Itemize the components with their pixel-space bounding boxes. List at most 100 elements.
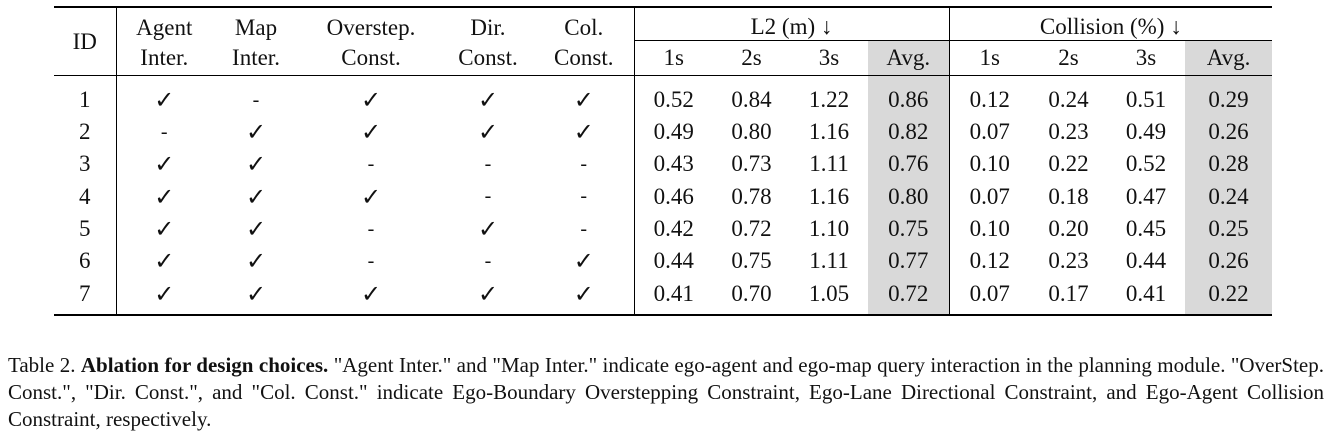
- cell-agent-inter: ✓: [115, 75, 212, 116]
- cell-map-inter: ✓: [245, 182, 267, 211]
- cell-collision-avg: 0.26: [1185, 245, 1273, 278]
- cell-dir-const: -: [484, 249, 492, 272]
- cell-dir-const: -: [484, 185, 492, 208]
- cell-l2-2s: 0.80: [731, 119, 772, 145]
- cell-collision-3s: 0.52: [1125, 151, 1167, 177]
- cell-l2-avg: 0.80: [868, 180, 950, 213]
- cell-col-const: ✓: [573, 247, 594, 276]
- header-id: ID: [54, 6, 116, 76]
- caption-label: Table 2.: [8, 353, 76, 377]
- cell-map-inter: ✓: [245, 150, 267, 179]
- cell-collision-avg: 0.24: [1185, 180, 1273, 213]
- cell-l2-avg: 0.86: [868, 75, 950, 116]
- header-dir-line2: Const.: [458, 44, 518, 70]
- header-overstep-line1: Overstep.: [300, 6, 442, 41]
- cell-col-const: -: [580, 185, 588, 208]
- header-l2-group: L2 (m) ↓: [633, 6, 950, 41]
- cell-col-const: ✓: [534, 277, 634, 316]
- cell-collision-1s: 0.12: [948, 75, 1031, 116]
- cell-collision-avg: 0.22: [1185, 277, 1273, 316]
- header-map-inter-line1: Map: [212, 6, 300, 41]
- table-row: 1 ✓ - ✓ ✓ ✓ 0.52 0.84 1.22 0.86 0.12 0.24 0.51 0.29: [54, 75, 1273, 116]
- cell-l2-1s: 0.43: [633, 148, 713, 181]
- cell-id: 1: [54, 75, 116, 116]
- cell-overstep-const: -: [367, 217, 375, 240]
- header-collision-1s: 1s: [948, 40, 1031, 76]
- header-dir-line1: Dir.: [442, 6, 534, 41]
- cell-l2-3s: 1.05: [790, 277, 868, 316]
- caption-text: "Agent Inter." and "Map Inter." indicate…: [8, 353, 1325, 431]
- cell-overstep-const: ✓: [300, 277, 442, 316]
- cell-dir-const: ✓: [477, 215, 499, 244]
- cell-l2-2s: 0.72: [731, 216, 772, 242]
- cell-agent-inter: ✓: [115, 277, 212, 316]
- cell-collision-3s: 0.45: [1125, 216, 1167, 242]
- header-l2-2s: 2s: [741, 45, 762, 70]
- cell-collision-avg: 0.29: [1185, 75, 1273, 116]
- cell-l2-2s: 0.73: [731, 151, 772, 177]
- cell-collision-2s: 0.20: [1048, 216, 1089, 242]
- cell-map-inter: ✓: [212, 277, 300, 316]
- cell-l2-2s: 0.78: [731, 183, 772, 209]
- header-overstep-line2: Const.: [341, 44, 401, 70]
- cell-col-const: ✓: [573, 118, 594, 147]
- cell-agent-inter: ✓: [115, 245, 212, 278]
- table-row: 5 ✓ ✓ - ✓ - 0.42 0.72 1.10 0.75 0.10 0.20 0.45 0.25: [54, 212, 1273, 246]
- cell-l2-3s: 1.11: [809, 248, 849, 274]
- cell-l2-1s: 0.41: [633, 277, 713, 316]
- cell-map-inter: ✓: [245, 118, 267, 147]
- cell-overstep-const: ✓: [360, 118, 382, 147]
- cell-overstep-const: ✓: [360, 182, 382, 211]
- cell-l2-3s: 1.11: [809, 151, 849, 177]
- cell-dir-const: ✓: [442, 277, 534, 316]
- header-agent-inter-line2: Inter.: [115, 40, 212, 76]
- table-row: 7 ✓ ✓ ✓ ✓ ✓ 0.41 0.70 1.05 0.72 0.07 0.17 0.41 0.22: [54, 277, 1273, 316]
- cell-agent-inter: ✓: [115, 212, 212, 246]
- table-body: 1 ✓ - ✓ ✓ ✓ 0.52 0.84 1.22 0.86 0.12 0.24 0.51 0.29 2-…: [54, 75, 1273, 316]
- header-collision-2s: 2s: [1058, 45, 1079, 70]
- cell-l2-1s: 0.44: [633, 245, 713, 278]
- header-l2-1s: 1s: [633, 40, 713, 76]
- cell-collision-2s: 0.23: [1048, 119, 1089, 145]
- cell-collision-1s: 0.10: [948, 148, 1031, 181]
- cell-dir-const: -: [484, 152, 492, 175]
- cell-collision-3s: 0.41: [1107, 277, 1186, 316]
- cell-collision-2s: 0.23: [1048, 248, 1089, 274]
- cell-id: 2: [79, 119, 91, 145]
- header-collision-avg: Avg.: [1185, 40, 1273, 76]
- table-row: 2- ✓ ✓ ✓ ✓ 0.49 0.80 1.16 0.82 0.07 0.23 0.49 0.26: [54, 116, 1273, 149]
- cell-l2-2s: 0.75: [731, 248, 772, 274]
- cell-id: 7: [54, 277, 116, 316]
- cell-collision-avg: 0.28: [1185, 148, 1273, 181]
- cell-agent-inter: -: [115, 116, 212, 149]
- header-agent-inter-line1: Agent: [115, 6, 212, 41]
- cell-id: 4: [79, 183, 91, 209]
- cell-collision-1s: 0.12: [948, 245, 1031, 278]
- cell-l2-avg: 0.77: [868, 245, 950, 278]
- cell-collision-2s: 0.22: [1048, 151, 1089, 177]
- header-l2-avg: Avg.: [868, 40, 950, 76]
- cell-l2-avg: 0.75: [868, 212, 950, 246]
- cell-collision-3s: 0.51: [1107, 75, 1186, 116]
- cell-collision-1s: 0.07: [948, 180, 1031, 213]
- caption-title: Ablation for design choices.: [80, 353, 329, 377]
- ablation-table-container: ID Agent Map Overstep. Dir. Col. L2 (m) …: [54, 6, 1273, 316]
- cell-l2-3s: 1.22: [790, 75, 868, 116]
- cell-l2-avg: 0.72: [868, 277, 950, 316]
- cell-agent-inter: ✓: [115, 180, 212, 213]
- cell-map-inter: ✓: [245, 247, 267, 276]
- header-l2-3s: 3s: [818, 45, 840, 70]
- header-row-1: ID Agent Map Overstep. Dir. Col. L2 (m) …: [54, 6, 1273, 76]
- table-row: 6 ✓ ✓ - - ✓ 0.44 0.75 1.11 0.77 0.12 0.23 0.44 0.26: [54, 245, 1273, 278]
- cell-collision-2s: 0.18: [1048, 183, 1089, 209]
- cell-collision-2s: 0.17: [1030, 277, 1108, 316]
- ablation-table: ID Agent Map Overstep. Dir. Col. L2 (m) …: [54, 6, 1273, 316]
- cell-map-inter: ✓: [245, 215, 267, 244]
- cell-collision-2s: 0.24: [1030, 75, 1108, 116]
- cell-l2-1s: 0.42: [633, 212, 713, 246]
- header-col-line2: Const.: [554, 44, 614, 70]
- cell-dir-const: ✓: [442, 75, 534, 116]
- cell-l2-2s: 0.70: [713, 277, 790, 316]
- cell-collision-1s: 0.07: [948, 116, 1031, 149]
- table-row: 3 ✓ ✓ - - - 0.43 0.73 1.11 0.76 0.10 0.22 0.52 0.28: [54, 148, 1273, 181]
